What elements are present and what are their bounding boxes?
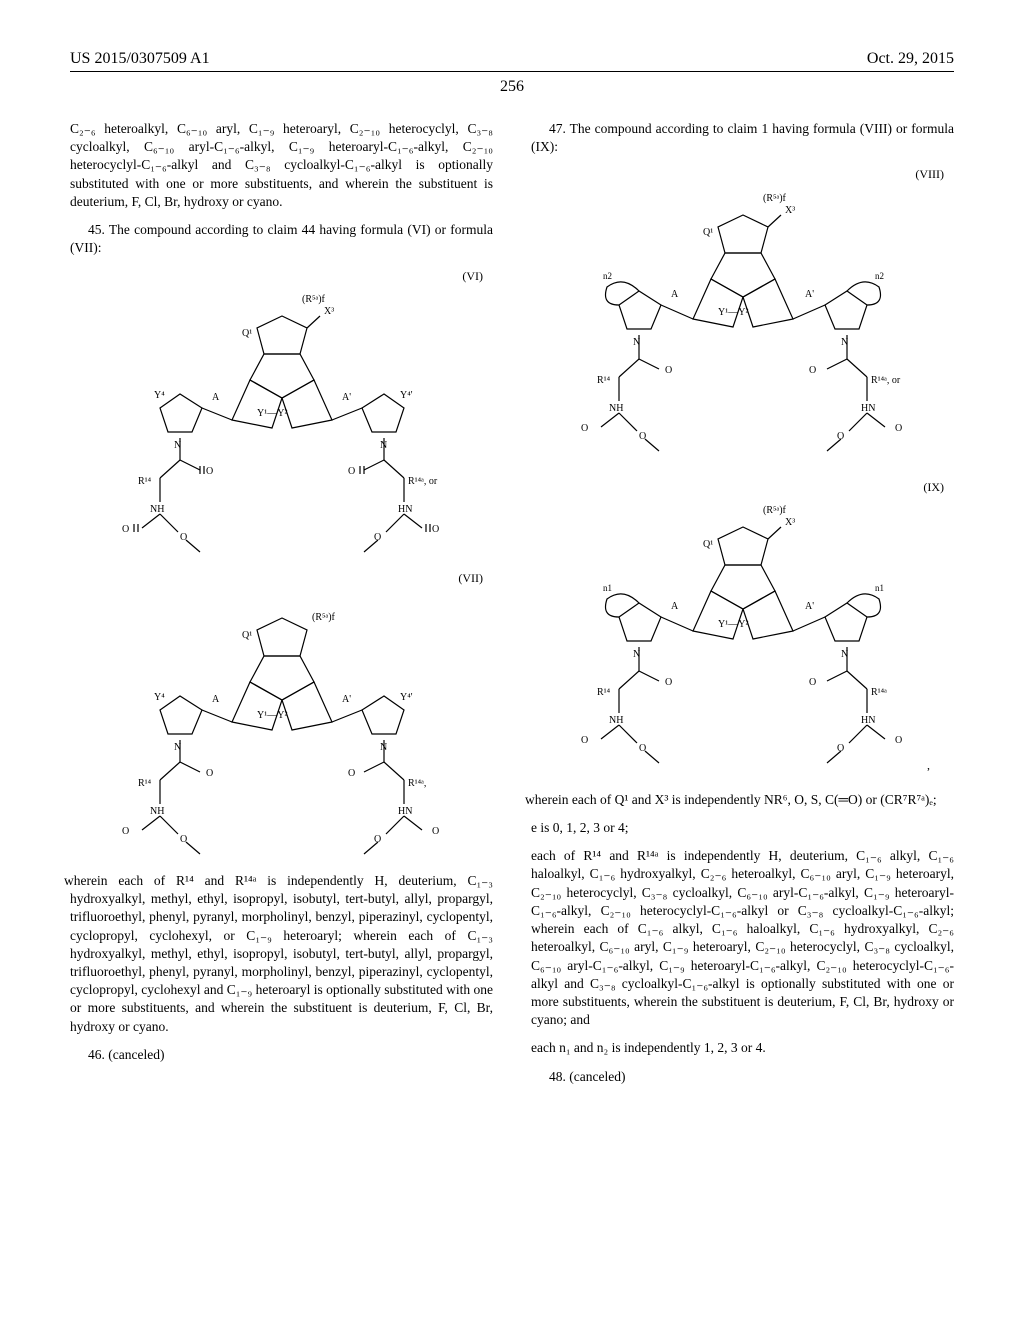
svg-text:O: O <box>180 532 187 543</box>
svg-text:Y¹—Y²: Y¹—Y² <box>718 307 748 318</box>
svg-text:Q¹: Q¹ <box>703 227 713 238</box>
svg-text:O: O <box>348 768 355 779</box>
svg-text:Y¹—Y²: Y¹—Y² <box>257 408 287 419</box>
svg-text:O: O <box>180 834 187 845</box>
svg-text:O: O <box>348 466 355 477</box>
svg-text:O: O <box>432 826 439 837</box>
claim-47-wherein-b: e is 0, 1, 2, 3 or 4; <box>531 819 954 837</box>
svg-text:NH: NH <box>609 403 623 414</box>
svg-text:R¹⁴: R¹⁴ <box>138 476 152 487</box>
svg-text:A': A' <box>805 601 814 612</box>
svg-text:O: O <box>122 524 129 535</box>
svg-text:O: O <box>665 365 672 376</box>
publication-date: Oct. 29, 2015 <box>867 50 954 68</box>
svg-text:NH: NH <box>150 806 164 817</box>
svg-text:R¹⁴ᵃ,: R¹⁴ᵃ, <box>408 778 426 789</box>
svg-text:R¹⁴ᵃ, or: R¹⁴ᵃ, or <box>408 476 438 487</box>
svg-text:O: O <box>432 524 439 535</box>
svg-text:A: A <box>671 289 679 300</box>
svg-text:O: O <box>665 677 672 688</box>
svg-text:O: O <box>122 826 129 837</box>
svg-text:n2: n2 <box>603 271 612 281</box>
svg-text:Y¹—Y²: Y¹—Y² <box>257 710 287 721</box>
svg-text:A': A' <box>342 694 351 705</box>
svg-text:A: A <box>212 392 220 403</box>
svg-text:O: O <box>837 431 844 442</box>
right-column: 47. The compound according to claim 1 ha… <box>531 120 954 1096</box>
svg-text:R¹⁴: R¹⁴ <box>138 778 152 789</box>
chemical-structure-viii: X³ (R⁵ᵃ)f Q¹ Y¹—Y² A n2 N O <box>543 187 943 467</box>
svg-text:O: O <box>581 735 588 746</box>
svg-text:NH: NH <box>150 504 164 515</box>
svg-text:(R⁵ᵃ)f: (R⁵ᵃ)f <box>302 294 326 305</box>
svg-text:HN: HN <box>398 504 412 515</box>
claim-45: 45. The compound according to claim 44 h… <box>70 221 493 257</box>
page-header: US 2015/0307509 A1 Oct. 29, 2015 <box>70 50 954 72</box>
svg-text:(R⁵ᵃ)f: (R⁵ᵃ)f <box>763 193 787 204</box>
claim-47-wherein-c: each of R¹⁴ and R¹⁴ᵃ is independently H,… <box>531 847 954 1029</box>
svg-text:O: O <box>639 431 646 442</box>
svg-text:R¹⁴ᵃ: R¹⁴ᵃ <box>871 687 887 698</box>
svg-text:n1: n1 <box>875 583 884 593</box>
svg-text:Q¹: Q¹ <box>242 328 252 339</box>
svg-text:O: O <box>206 466 213 477</box>
left-column: C₂₋₆ heteroalkyl, C₆₋₁₀ aryl, C₁₋₉ heter… <box>70 120 493 1096</box>
formula-label-vi: (VI) <box>70 268 483 284</box>
svg-text:O: O <box>837 743 844 754</box>
two-column-layout: C₂₋₆ heteroalkyl, C₆₋₁₀ aryl, C₁₋₉ heter… <box>70 120 954 1096</box>
svg-text:O: O <box>374 834 381 845</box>
svg-text:R¹⁴: R¹⁴ <box>597 375 611 386</box>
svg-text:(R⁵ᵃ)f: (R⁵ᵃ)f <box>312 612 336 623</box>
svg-text:Y⁴': Y⁴' <box>400 692 413 703</box>
svg-text:X³: X³ <box>324 306 334 317</box>
continuation-paragraph: C₂₋₆ heteroalkyl, C₆₋₁₀ aryl, C₁₋₉ heter… <box>70 120 493 211</box>
svg-text:A': A' <box>805 289 814 300</box>
svg-text:O: O <box>809 677 816 688</box>
svg-text:O: O <box>206 768 213 779</box>
svg-text:HN: HN <box>861 715 875 726</box>
chemical-structure-ix: X³ (R⁵ᵃ)f Q¹ Y¹—Y² A n1 N O <box>543 499 943 779</box>
svg-text:Y⁴: Y⁴ <box>154 390 165 401</box>
svg-text:Y¹—Y²: Y¹—Y² <box>718 619 748 630</box>
svg-text:O: O <box>809 365 816 376</box>
svg-text:O: O <box>374 532 381 543</box>
svg-text:Y⁴': Y⁴' <box>400 390 413 401</box>
svg-text:(R⁵ᵃ)f: (R⁵ᵃ)f <box>763 505 787 516</box>
svg-text:A: A <box>212 694 220 705</box>
svg-text:X³: X³ <box>785 205 795 216</box>
svg-text:O: O <box>581 423 588 434</box>
svg-text:R¹⁴: R¹⁴ <box>597 687 611 698</box>
claim-46: 46. (canceled) <box>70 1046 493 1064</box>
claim-47-wherein-a: wherein each of Q¹ and X³ is independent… <box>531 791 954 809</box>
claim-45-wherein: wherein each of R¹⁴ and R¹⁴ᵃ is independ… <box>70 872 493 1036</box>
claim-47-wherein-d: each n₁ and n₂ is independently 1, 2, 3 … <box>531 1039 954 1057</box>
svg-text:NH: NH <box>609 715 623 726</box>
svg-text:O: O <box>639 743 646 754</box>
page-number: 256 <box>70 78 954 96</box>
formula-label-vii: (VII) <box>70 570 483 586</box>
svg-text:,: , <box>927 758 930 772</box>
formula-label-ix: (IX) <box>531 479 944 495</box>
svg-text:A': A' <box>342 392 351 403</box>
claim-47: 47. The compound according to claim 1 ha… <box>531 120 954 156</box>
svg-text:HN: HN <box>398 806 412 817</box>
chemical-structure-vi: X³ (R⁵ᵃ)f Q¹ Y¹—Y² A Y⁴ N <box>102 288 462 558</box>
svg-text:HN: HN <box>861 403 875 414</box>
svg-text:Q¹: Q¹ <box>242 630 252 641</box>
svg-text:R¹⁴ᵃ, or: R¹⁴ᵃ, or <box>871 375 901 386</box>
claim-48: 48. (canceled) <box>531 1068 954 1086</box>
svg-text:X³: X³ <box>785 517 795 528</box>
chemical-structure-vii: (R⁵ᵃ)f Q¹ Y¹—Y² A Y⁴ N O R¹⁴ <box>102 590 462 860</box>
svg-text:Y⁴: Y⁴ <box>154 692 165 703</box>
svg-text:A: A <box>671 601 679 612</box>
svg-text:Q¹: Q¹ <box>703 539 713 550</box>
svg-text:O: O <box>895 735 902 746</box>
svg-text:n1: n1 <box>603 583 612 593</box>
svg-text:O: O <box>895 423 902 434</box>
formula-label-viii: (VIII) <box>531 166 944 182</box>
patent-number: US 2015/0307509 A1 <box>70 50 210 68</box>
svg-text:n2: n2 <box>875 271 884 281</box>
